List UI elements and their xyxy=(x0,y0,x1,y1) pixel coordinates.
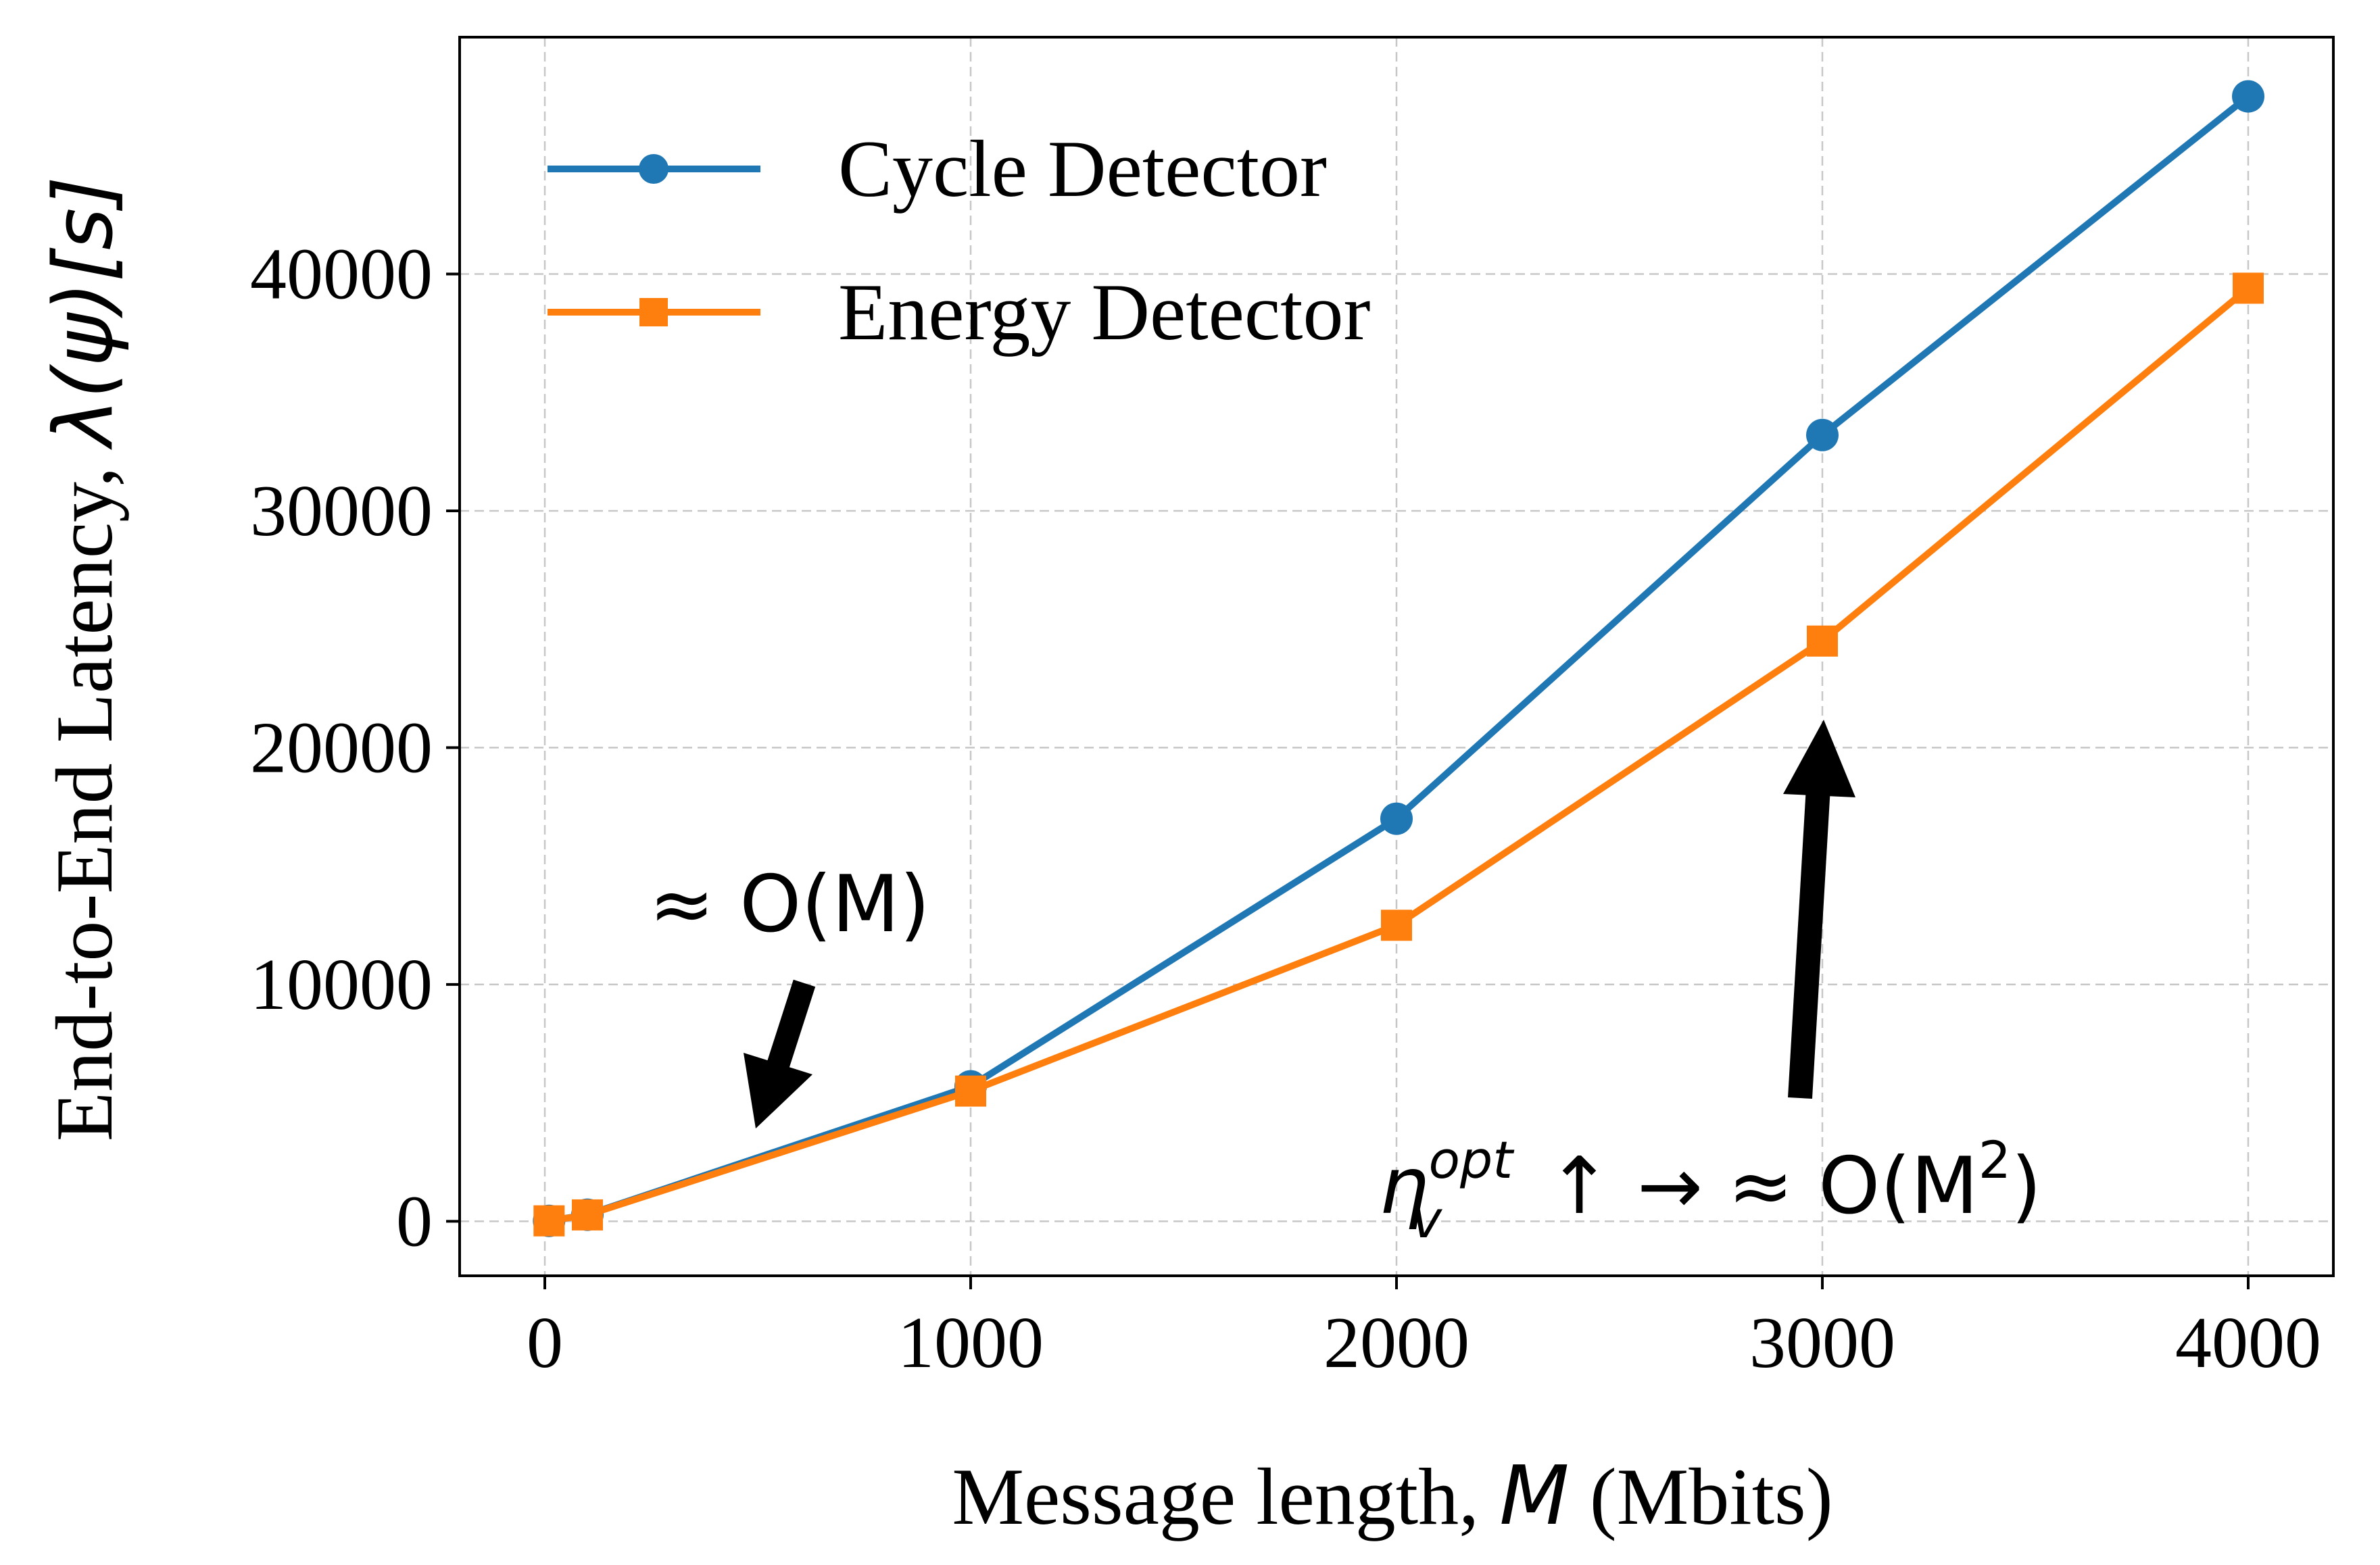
annotation-linear-arrow xyxy=(744,979,816,1128)
data-point-energy-detector xyxy=(2233,272,2264,304)
x-axis-label-variable: M xyxy=(1499,1449,1570,1543)
y-tick-label: 30000 xyxy=(250,471,433,551)
x-tick-label: 3000 xyxy=(1749,1303,1895,1383)
legend-marker-energy-detector xyxy=(639,298,668,326)
annotation-eta: η xyxy=(1379,1141,1429,1232)
data-point-energy-detector xyxy=(572,1199,603,1231)
y-tick-label: 40000 xyxy=(250,234,433,314)
data-point-cycle-detector xyxy=(2232,80,2264,113)
annotation-linear: ≈ O(M) xyxy=(649,859,930,950)
data-point-energy-detector xyxy=(1381,910,1412,941)
x-tick-label: 2000 xyxy=(1323,1303,1470,1383)
data-point-energy-detector xyxy=(955,1075,986,1107)
y-tick-label: 20000 xyxy=(250,707,433,788)
grid-lines xyxy=(460,37,2333,1276)
y-tick-label: 0 xyxy=(396,1181,433,1262)
legend-label-energy-detector: Energy Detector xyxy=(838,267,1370,357)
annotation-quadratic-text: ↑ → ≈ O(M xyxy=(1522,1141,1978,1232)
annotation-eta-subscript: v xyxy=(1411,1189,1442,1249)
x-tick-label: 1000 xyxy=(898,1303,1044,1383)
x-axis-label: Message length, M (Mbits) xyxy=(952,1449,1832,1543)
y-axis-label-variable: λ(ψ)[s] xyxy=(37,176,131,451)
data-point-cycle-detector xyxy=(1806,418,1839,451)
y-tick-label: 10000 xyxy=(250,945,433,1025)
legend-marker-cycle-detector xyxy=(639,154,669,184)
data-point-cycle-detector xyxy=(1380,802,1413,835)
annotation-eta-superscript: opt xyxy=(1429,1130,1515,1190)
legend-label-cycle-detector: Cycle Detector xyxy=(838,124,1327,214)
data-point-energy-detector xyxy=(533,1205,565,1237)
series-line-cycle-detector xyxy=(548,93,2251,1224)
annotation-quadratic: ηopt v ↑ → ≈ O(M2) xyxy=(1379,1130,2041,1249)
legend: Cycle Detector Energy Detector xyxy=(548,124,1370,357)
annotation-quadratic-end: ) xyxy=(2011,1141,2041,1232)
annotation-squared: 2 xyxy=(1978,1130,2011,1190)
x-axis-label-text: Message length, xyxy=(952,1451,1499,1541)
x-axis-label-unit: (Mbits) xyxy=(1570,1451,1833,1541)
y-axis-label: End-to-End Latency, λ(ψ)[s] xyxy=(37,176,131,1141)
y-axis-label-text: End-to-End Latency, xyxy=(39,447,129,1142)
data-point-energy-detector xyxy=(1807,625,1838,657)
x-tick-label: 0 xyxy=(527,1303,563,1383)
series-layer xyxy=(533,80,2264,1237)
x-tick-label: 4000 xyxy=(2175,1303,2321,1383)
annotation-quadratic-arrow xyxy=(1783,720,1855,1099)
